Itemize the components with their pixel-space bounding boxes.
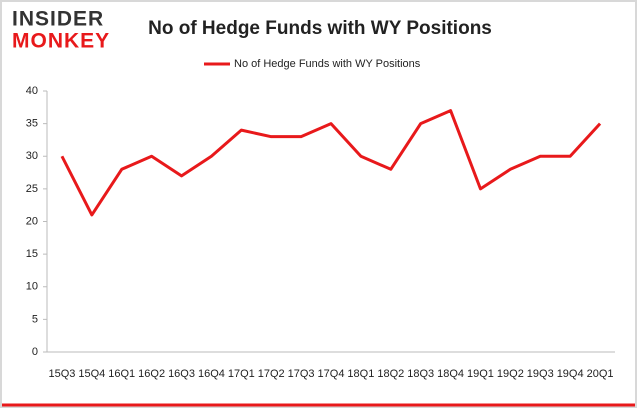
x-tick-label: 16Q4 <box>198 368 225 380</box>
x-tick-label: 18Q1 <box>347 368 374 380</box>
x-tick-label: 18Q4 <box>437 368 464 380</box>
x-tick-label: 16Q3 <box>168 368 195 380</box>
x-tick-label: 17Q3 <box>288 368 315 380</box>
legend-label: No of Hedge Funds with WY Positions <box>234 58 421 70</box>
x-tick-label: 17Q4 <box>318 368 345 380</box>
y-tick-label: 35 <box>26 118 38 130</box>
x-tick-label: 19Q1 <box>467 368 494 380</box>
x-tick-label: 17Q2 <box>258 368 285 380</box>
x-tick-label: 16Q1 <box>108 368 135 380</box>
logo-line2: MONKEY <box>12 30 110 53</box>
x-tick-label: 18Q3 <box>407 368 434 380</box>
y-tick-label: 25 <box>26 183 38 195</box>
y-tick-label: 20 <box>26 215 38 227</box>
y-tick-label: 30 <box>26 150 38 162</box>
x-tick-label: 18Q2 <box>377 368 404 380</box>
y-tick-label: 0 <box>32 346 38 358</box>
x-tick-label: 20Q1 <box>587 368 614 380</box>
x-tick-label: 19Q3 <box>527 368 554 380</box>
y-tick-label: 10 <box>26 281 38 293</box>
chart-title: No of Hedge Funds with WY Positions <box>148 18 492 39</box>
data-line <box>60 109 602 217</box>
x-tick-label: 19Q2 <box>497 368 524 380</box>
x-tick-label: 15Q3 <box>48 368 75 380</box>
y-tick-label: 15 <box>26 248 38 260</box>
x-tick-label: 16Q2 <box>138 368 165 380</box>
y-tick-label: 5 <box>32 313 38 325</box>
x-tick-label: 19Q4 <box>557 368 584 380</box>
y-tick-label: 40 <box>26 85 38 97</box>
x-tick-label: 15Q4 <box>78 368 105 380</box>
logo-line1: INSIDER <box>12 8 104 31</box>
x-tick-label: 17Q1 <box>228 368 255 380</box>
